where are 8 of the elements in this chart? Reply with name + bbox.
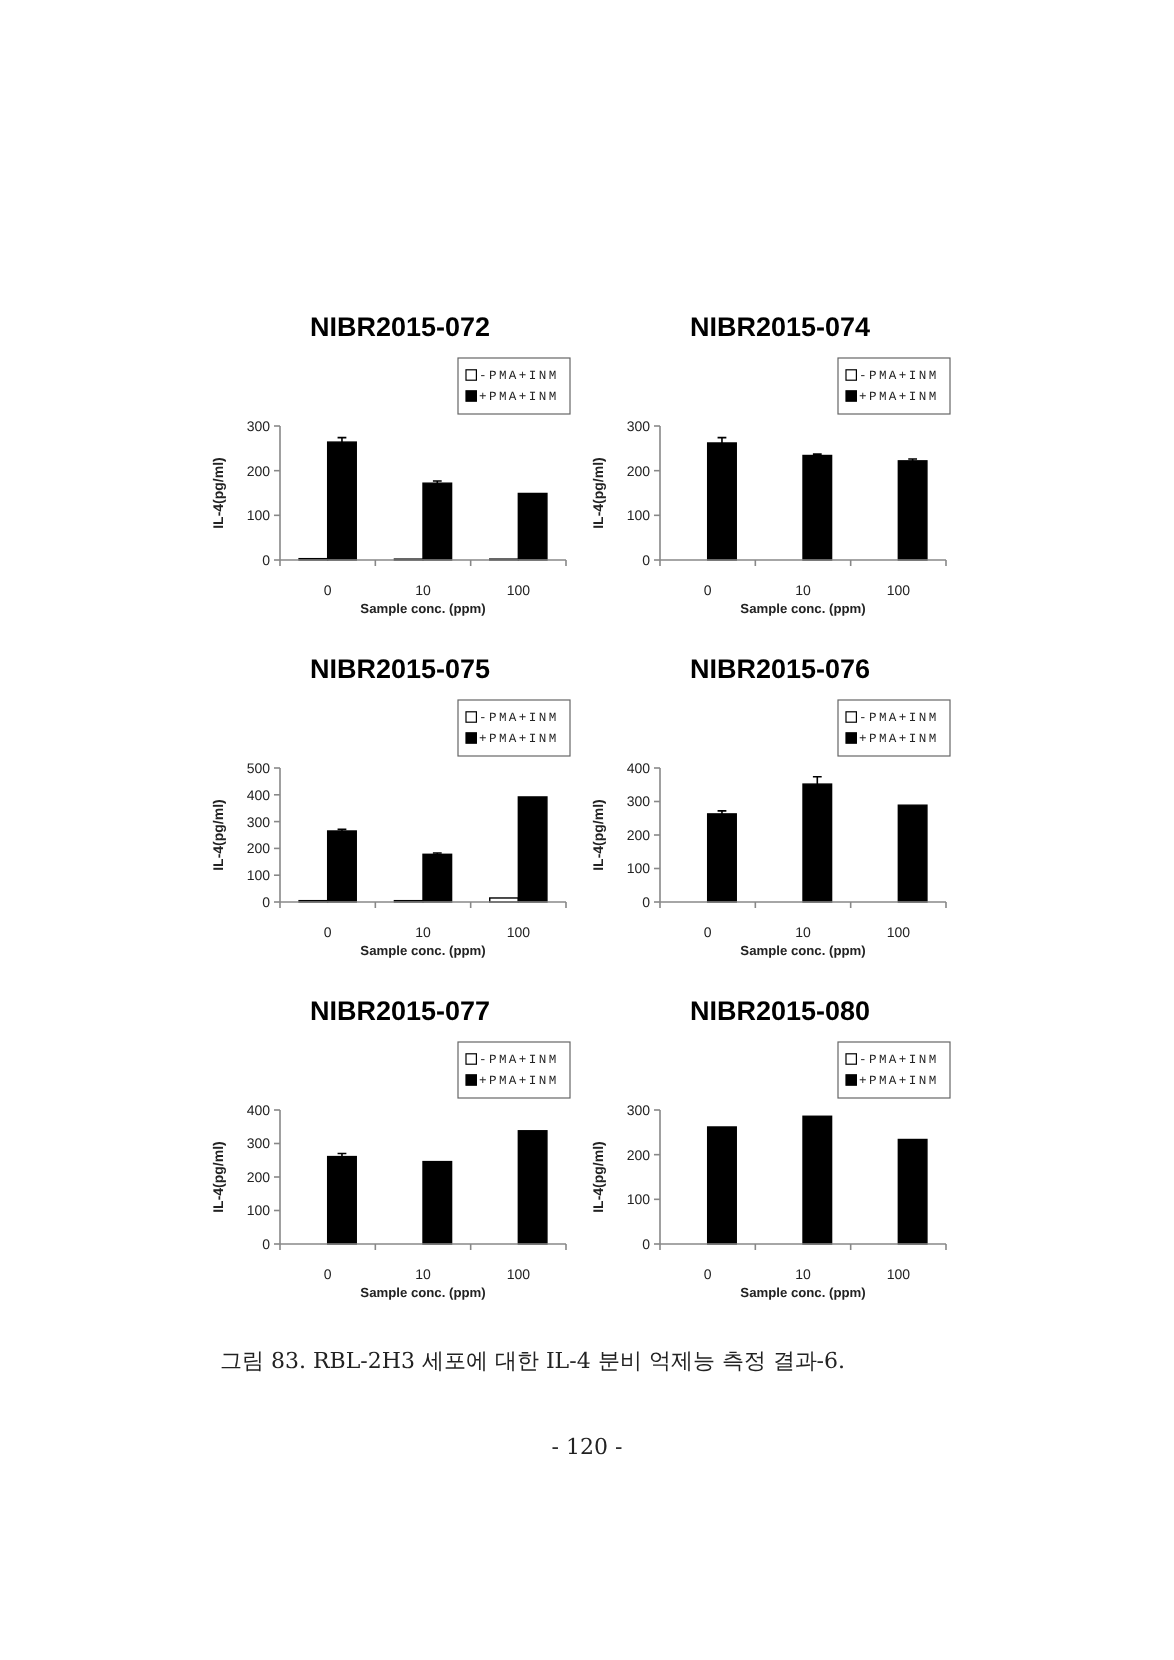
chart-title: NIBR2015-077 xyxy=(309,996,491,1026)
chart-title: NIBR2015-072 xyxy=(309,312,491,342)
chart-title: NIBR2015-074 xyxy=(689,312,872,342)
chart-title: NIBR2015-076 xyxy=(689,654,872,684)
chart-title: NIBR2015-075 xyxy=(309,654,492,684)
chart-title: NIBR2015-080 xyxy=(689,996,871,1026)
caption: 그림 83. RBL-2H3 세포에 대한 IL-4 분비 억제능 측정 결과-6. xyxy=(220,1348,846,1374)
text: - 120 - xyxy=(551,1434,623,1460)
